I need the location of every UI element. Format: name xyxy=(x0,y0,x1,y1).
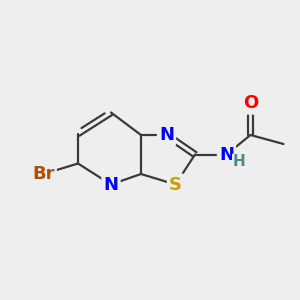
Text: H: H xyxy=(233,154,245,169)
Text: Br: Br xyxy=(32,165,55,183)
Text: N: N xyxy=(159,126,174,144)
Text: N: N xyxy=(219,146,234,164)
Text: N: N xyxy=(103,176,118,194)
Text: O: O xyxy=(243,94,258,112)
Text: S: S xyxy=(169,176,182,194)
